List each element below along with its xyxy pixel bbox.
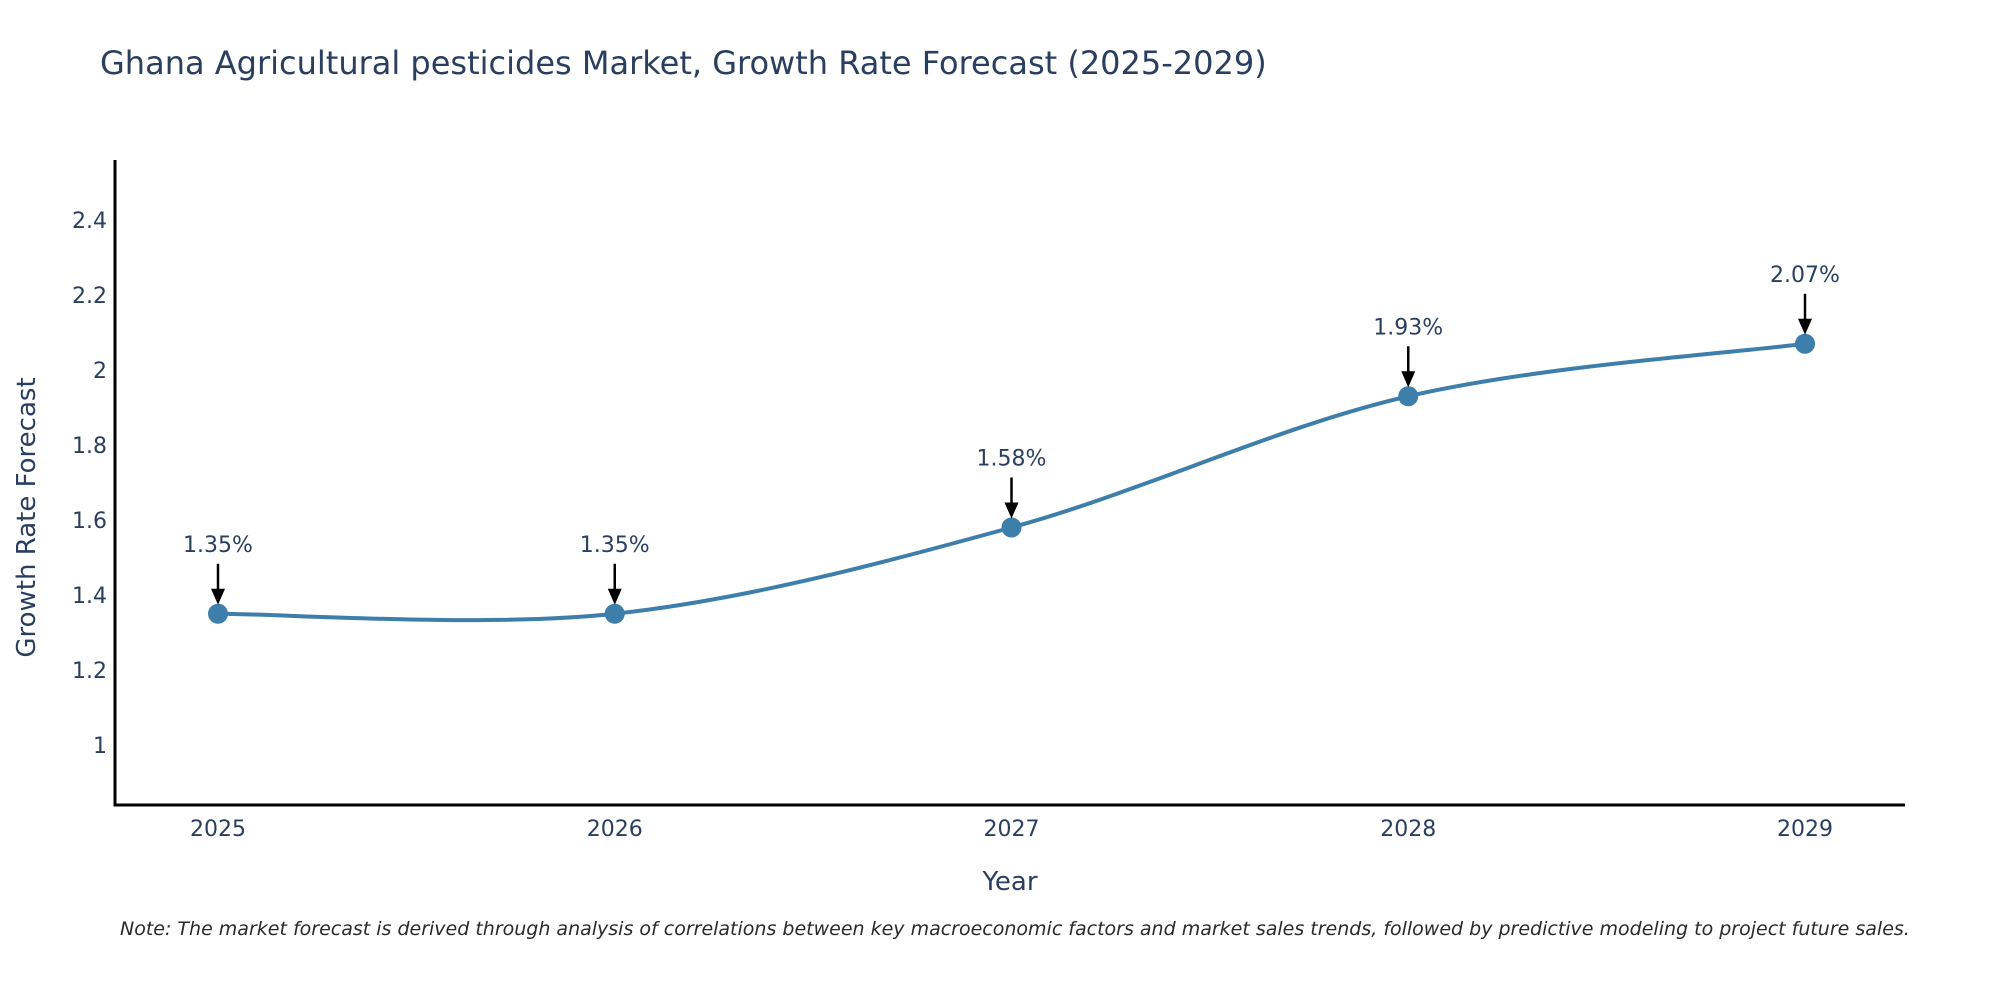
y-tick-label: 2 [93,359,107,384]
data-point-marker [1795,333,1815,354]
annotation-arrow-head [1798,318,1812,335]
x-axis-title: Year [981,867,1037,897]
x-tick-label: 2028 [1380,817,1436,842]
y-tick-label: 2.4 [72,209,107,234]
x-tick-label: 2029 [1777,817,1833,842]
x-axis-ticks: 2025 2026 2027 2028 2029 [190,817,1833,842]
data-point-marker [604,603,625,624]
annotation-arrow-head [1401,371,1416,388]
data-label: 1.35% [580,533,650,558]
data-label: 1.35% [183,533,253,558]
data-label-annotations: 1.35% 1.35% 1.58% 1.93% 2.07% [183,263,1840,605]
y-tick-label: 1.6 [72,509,107,534]
data-label: 1.58% [977,447,1047,472]
y-tick-label: 1 [93,734,107,759]
data-point-marker [208,603,228,624]
data-point-marker [1398,386,1419,407]
x-tick-label: 2027 [984,817,1040,842]
x-tick-label: 2026 [587,817,643,842]
y-tick-label: 1.4 [72,584,107,609]
y-tick-label: 1.8 [72,434,107,459]
y-tick-label: 2.2 [72,284,107,309]
y-axis-title: Growth Rate Forecast [12,377,42,657]
y-tick-label: 1.2 [72,659,107,684]
annotation-arrow-head [607,588,622,605]
chart-title: Ghana Agricultural pesticides Market, Gr… [100,44,1267,82]
chart-note: Note: The market forecast is derived thr… [120,918,1910,940]
y-axis-ticks: 1 1.2 1.4 1.6 1.8 2 2.2 2.4 [72,209,107,759]
data-point-marker [1001,517,1022,538]
annotation-arrow-head [211,588,225,605]
series-markers [208,333,1815,624]
annotation-arrow-head [1004,502,1019,519]
x-tick-label: 2025 [190,817,246,842]
data-label: 1.93% [1373,315,1443,340]
data-label: 2.07% [1770,263,1840,288]
